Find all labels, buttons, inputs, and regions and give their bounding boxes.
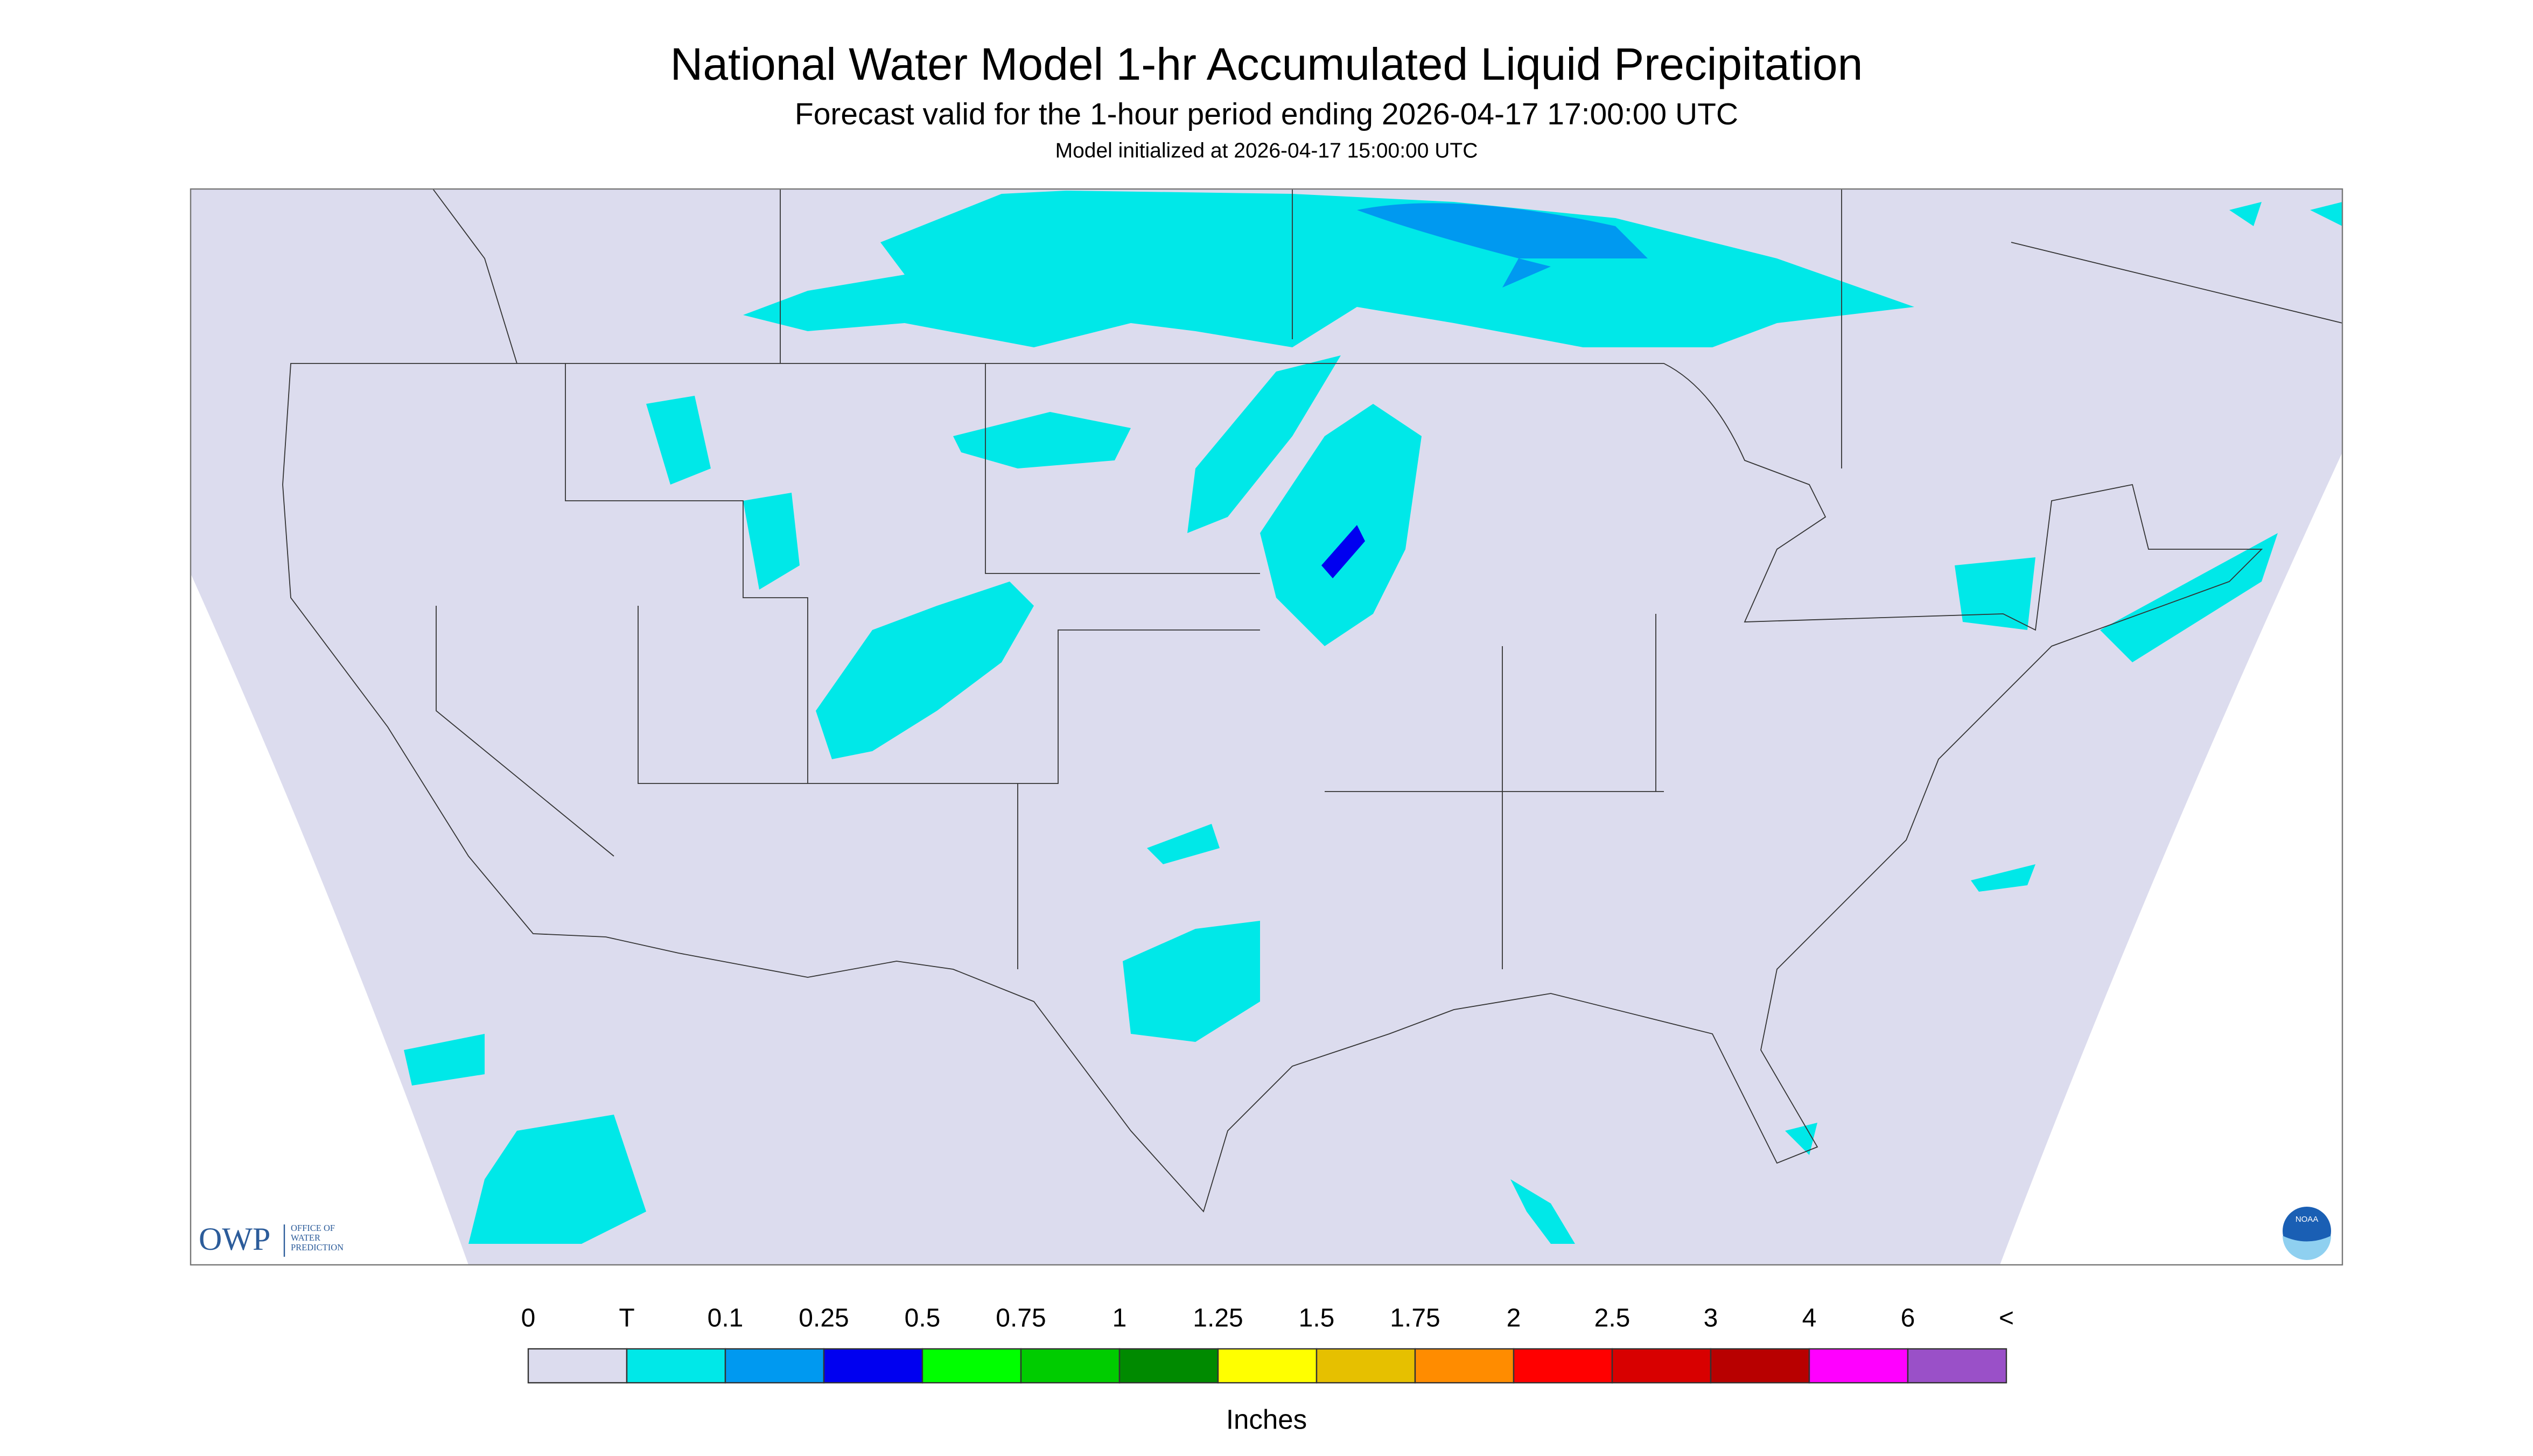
legend-swatch [1118, 1348, 1219, 1384]
outside-domain [191, 573, 468, 1265]
legend-label: 4 [1802, 1304, 1817, 1333]
legend-swatch [527, 1348, 628, 1384]
legend-label: < [1999, 1304, 2014, 1333]
init-time: Model initialized at 2026-04-17 15:00:00… [1055, 139, 1478, 162]
boundaries [282, 188, 2343, 1213]
title: National Water Model 1-hr Accumulated Li… [670, 39, 1863, 89]
owp-logo-text: OFFICE OF WATER PREDICTION [291, 1223, 344, 1252]
map-frame [190, 188, 2343, 1266]
legend-swatch [921, 1348, 1022, 1384]
legend-label: 0 [521, 1304, 536, 1333]
legend-label: 0.1 [708, 1304, 744, 1333]
map-background [191, 189, 2342, 1265]
legend-swatch [823, 1348, 923, 1384]
legend-label: 1.25 [1193, 1304, 1243, 1333]
legend-swatch [724, 1348, 825, 1384]
legend-unit: Inches [1226, 1404, 1307, 1434]
legend-label: 1.75 [1390, 1304, 1440, 1333]
subtitle: Forecast valid for the 1-hour period end… [795, 97, 1738, 131]
noaa-logo-text: NOAA [2296, 1215, 2319, 1224]
legend-swatch [1907, 1348, 2007, 1384]
legend: 0 T 0.1 0.25 0.5 0.75 1 1.25 1.5 1.75 2 2.5 3 4 6 < [521, 1304, 2014, 1384]
owp-logo: OWP [199, 1221, 270, 1257]
legend-swatch [1808, 1348, 1909, 1384]
precip-areas [404, 191, 2342, 1244]
legend-label: 2 [1507, 1304, 1521, 1333]
owp-logo-line: OFFICE OF [291, 1223, 335, 1233]
legend-label: 0.75 [996, 1304, 1046, 1333]
legend-swatch [1217, 1348, 1318, 1384]
legend-label: 3 [1704, 1304, 1718, 1333]
legend-swatch [1710, 1348, 1810, 1384]
legend-label: 1.5 [1299, 1304, 1335, 1333]
legend-swatch [626, 1348, 726, 1384]
owp-logo-line: WATER [291, 1233, 320, 1243]
map: OWP OFFICE OF WATER PREDICTION NOAA [190, 188, 2343, 1266]
legend-swatch [1611, 1348, 1712, 1384]
legend-swatch [1414, 1348, 1515, 1384]
owp-logo-line: PREDICTION [291, 1242, 344, 1252]
legend-swatch [1020, 1348, 1121, 1384]
legend-label: 0.5 [905, 1304, 941, 1333]
legend-label: 0.25 [799, 1304, 849, 1333]
legend-label: 2.5 [1594, 1304, 1631, 1333]
legend-label: T [619, 1304, 634, 1333]
legend-swatch [1316, 1348, 1416, 1384]
legend-label: 6 [1901, 1304, 1915, 1333]
outside-domain [2000, 452, 2342, 1265]
legend-swatch [1513, 1348, 1613, 1384]
legend-label: 1 [1112, 1304, 1127, 1333]
